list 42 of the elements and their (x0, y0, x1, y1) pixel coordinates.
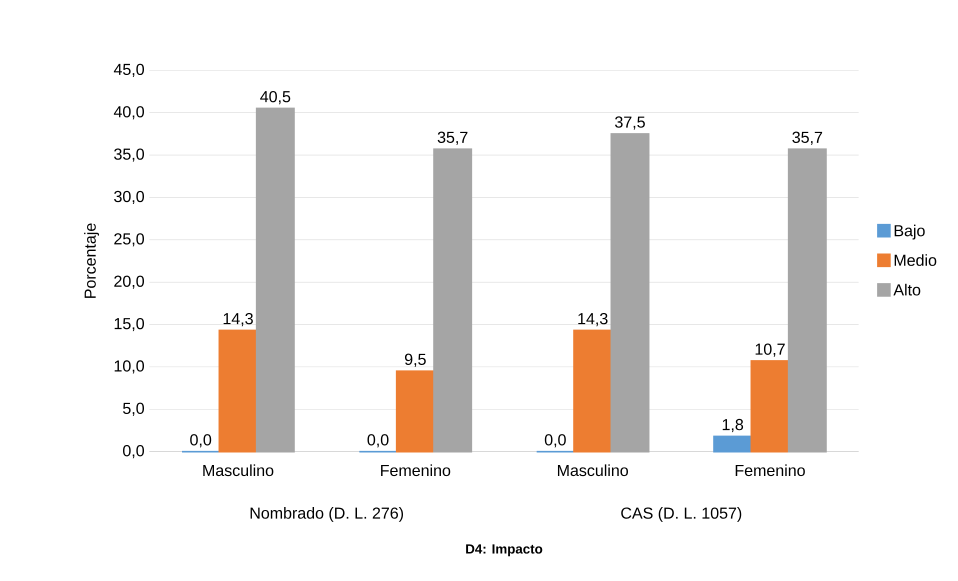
y-tick-label: 25,0 (114, 233, 144, 246)
x-tick-label: Femenino (736, 464, 805, 476)
data-label: 1,8 (722, 418, 744, 432)
bar (573, 330, 612, 452)
legend-label: Medio (894, 254, 936, 266)
bar (713, 436, 752, 452)
bar (788, 148, 827, 452)
text: D4: Impacto (466, 544, 542, 556)
x-tick-label: Femenino (381, 464, 450, 476)
bar (750, 360, 790, 452)
y-tick-label: 30,0 (114, 190, 144, 204)
data-label: 9,5 (404, 354, 426, 367)
y-tick-label: 40,0 (114, 106, 144, 120)
data-label: 35,7 (438, 132, 468, 145)
data-label: 0,0 (190, 434, 212, 448)
y-axis-title: Porcentaje (84, 223, 100, 298)
data-label: 37,5 (615, 116, 645, 130)
text: Nombrado (D. L. 276) (250, 507, 404, 522)
bar (396, 370, 435, 452)
bar (433, 148, 472, 452)
legend-label: Alto (893, 284, 920, 296)
bar (218, 330, 258, 452)
bar (610, 133, 650, 452)
data-label: 0,0 (544, 434, 566, 448)
data-label: 10,7 (756, 344, 785, 357)
y-tick-label: 0,0 (123, 445, 144, 458)
data-label: 0,0 (368, 434, 389, 448)
text: CAS (D. L. 1057) (621, 507, 742, 522)
bar (256, 108, 295, 452)
data-label: 14,3 (224, 313, 253, 326)
y-tick-label: 20,0 (114, 276, 144, 289)
x-tick-label: Masculino (558, 464, 628, 476)
data-label: 40,5 (260, 90, 290, 104)
y-tick-label: 35,0 (114, 148, 144, 162)
data-label: 35,7 (792, 132, 822, 145)
y-tick-label: 45,0 (114, 64, 144, 77)
legend-label: Bajo (894, 224, 925, 240)
y-tick-label: 15,0 (114, 318, 144, 332)
y-tick-label: 10,0 (114, 360, 144, 374)
y-tick-label: 5,0 (123, 402, 144, 416)
x-tick-label: Masculino (203, 464, 274, 476)
data-label: 14,3 (578, 313, 608, 326)
